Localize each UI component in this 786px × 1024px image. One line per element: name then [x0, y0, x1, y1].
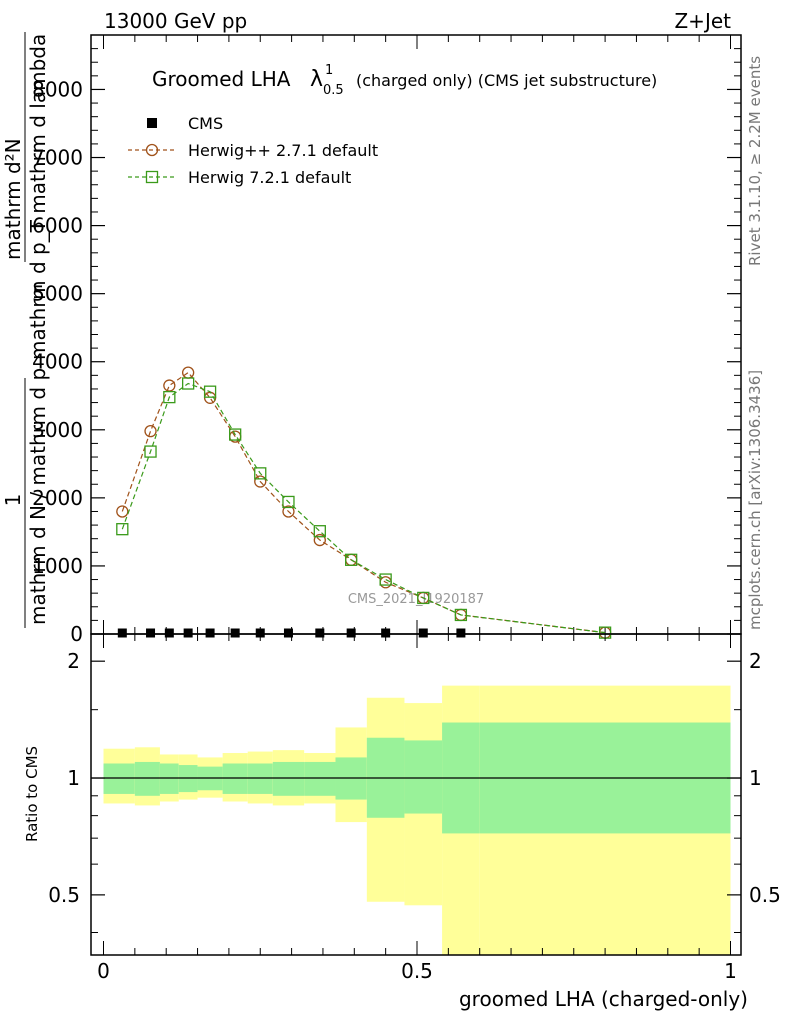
- cms-point: [183, 628, 193, 638]
- herwig7-point: [454, 608, 468, 622]
- ratio-y-tick-labels: 0.5 0.5 1 1 2 2: [48, 649, 781, 907]
- herwigpp-point: [181, 366, 195, 379]
- title-sub: 0.5: [323, 83, 344, 98]
- ratio-inner-band: [404, 740, 443, 814]
- header-right: Z+Jet: [674, 9, 731, 33]
- legend-herwig7-label: Herwig 7.2.1 default: [188, 168, 351, 187]
- herwig7-point: [254, 467, 267, 480]
- mcplots-label: mcplots.cern.ch [arXiv:1306.3436]: [746, 370, 764, 630]
- ratio-y-axis-label: Ratio to CMS: [23, 746, 41, 842]
- herwig7-point: [379, 573, 392, 586]
- herwig7-point: [144, 445, 157, 458]
- ratio-y-tick-label-left: 1: [67, 766, 80, 790]
- legend-cms-marker: [147, 118, 157, 128]
- herwig7-point: [345, 553, 358, 566]
- ratio-y-tick-label-left: 2: [67, 649, 80, 673]
- legend-herwigpp-marker: [145, 143, 159, 157]
- ratio-y-tick-label-right: 0.5: [749, 883, 781, 907]
- x-tick-label: 1: [724, 959, 737, 983]
- herwig7-point: [203, 385, 217, 398]
- header-left: 13000 GeV pp: [104, 9, 247, 33]
- ratio-inner-band: [272, 761, 305, 796]
- y-tick-label: 0: [70, 622, 83, 646]
- ylabel-den-b: mathrm d p_T mathrm d lambda: [26, 34, 50, 360]
- herwigpp-point: [254, 475, 267, 488]
- herwig7-point: [181, 377, 195, 390]
- herwig7-point: [229, 428, 242, 441]
- cms-point: [230, 628, 240, 638]
- ratio-inner-band: [222, 763, 248, 794]
- rivet-label: Rivet 3.1.10, ≥ 2.2M events: [746, 56, 764, 266]
- main-panel: 0 1000 2000 3000 4000 5000 6000 7000 8000 CMS_20…: [1, 32, 742, 646]
- y-tick-label: 7000: [32, 146, 83, 170]
- ratio-y-tick-label-right: 2: [749, 649, 762, 673]
- herwig7-point: [282, 495, 295, 509]
- title-main: Groomed LHA: [152, 67, 291, 91]
- ratio-frame: [90, 633, 742, 956]
- ratio-y-tick-label-left: 0.5: [48, 883, 80, 907]
- cms-point: [418, 628, 428, 638]
- title-rest: (charged only) (CMS jet substructure): [356, 71, 657, 90]
- ylabel-num-b: mathrm d²N: [1, 138, 25, 260]
- cms-point: [346, 628, 356, 638]
- ratio-inner-band: [247, 763, 273, 794]
- ratio-inner-band: [304, 761, 336, 796]
- y-tick-label: 8000: [32, 77, 83, 101]
- cms-point: [315, 628, 325, 638]
- ratio-y-tick-label-right: 1: [749, 766, 762, 790]
- herwigpp-point: [313, 533, 326, 547]
- herwig7-point: [116, 523, 129, 536]
- title-lambda: λ: [310, 67, 323, 92]
- ratio-inner-band: [159, 763, 179, 794]
- main-y-axis-label: 1 mathrm d N / mathrm d p mathrm d²N mat…: [1, 32, 50, 628]
- title-sup: 1: [325, 63, 333, 78]
- watermark: CMS_2021_I1920187: [348, 592, 484, 607]
- cms-point: [146, 628, 156, 638]
- x-axis-label: groomed LHA (charged-only): [459, 987, 748, 1011]
- ratio-ticks: [91, 634, 741, 955]
- cms-point: [283, 628, 293, 638]
- legend: CMS Herwig++ 2.7.1 default Herwig 7.2.1 …: [128, 114, 378, 187]
- y-tick-label: 5000: [32, 282, 83, 306]
- herwig7-point: [417, 591, 430, 605]
- herwigpp-point: [282, 505, 295, 518]
- ylabel-num-a: 1: [1, 494, 25, 507]
- main-y-tick-labels: 0 1000 2000 3000 4000 5000 6000 7000 8000: [32, 77, 83, 646]
- ratio-panel: 0.5 0.51 12 2 0 0.5 1 Ratio to CMS groomed LH…: [23, 633, 781, 1011]
- main-series: [116, 366, 612, 639]
- x-tick-labels: 0 0.5 1: [97, 959, 737, 983]
- legend-cms-label: CMS: [188, 114, 223, 133]
- legend-herwig7-marker: [145, 170, 159, 184]
- ratio-inner-band: [134, 761, 160, 796]
- y-tick-label: 6000: [32, 214, 83, 238]
- herwigpp-point: [163, 379, 176, 392]
- ratio-bands: [103, 685, 731, 955]
- main-ticks: [91, 34, 741, 635]
- x-tick-label: 0.5: [401, 959, 433, 983]
- cms-point: [164, 628, 174, 638]
- herwigpp-point: [144, 425, 157, 438]
- herwigpp-point: [116, 505, 129, 518]
- y-tick-label: 2000: [32, 486, 83, 510]
- y-tick-label: 4000: [32, 350, 83, 374]
- herwig7-point: [313, 525, 326, 538]
- x-tick-label: 0: [97, 959, 110, 983]
- cms-points: [117, 628, 466, 638]
- cms-point: [381, 628, 391, 638]
- series-line-1: [121, 382, 606, 634]
- herwig7-point: [163, 390, 176, 404]
- cms-point: [205, 628, 215, 638]
- y-tick-label: 3000: [32, 418, 83, 442]
- y-tick-label: 1000: [32, 554, 83, 578]
- cms-point: [255, 628, 265, 638]
- plot-title: Groomed LHA λ 1 0.5 (charged only) (CMS …: [152, 63, 657, 98]
- cms-point: [117, 628, 127, 638]
- cms-point: [456, 628, 466, 638]
- ratio-inner-band: [103, 763, 135, 794]
- legend-herwigpp-label: Herwig++ 2.7.1 default: [188, 141, 378, 160]
- ylabel-den-a: mathrm d N / mathrm d p: [26, 368, 50, 625]
